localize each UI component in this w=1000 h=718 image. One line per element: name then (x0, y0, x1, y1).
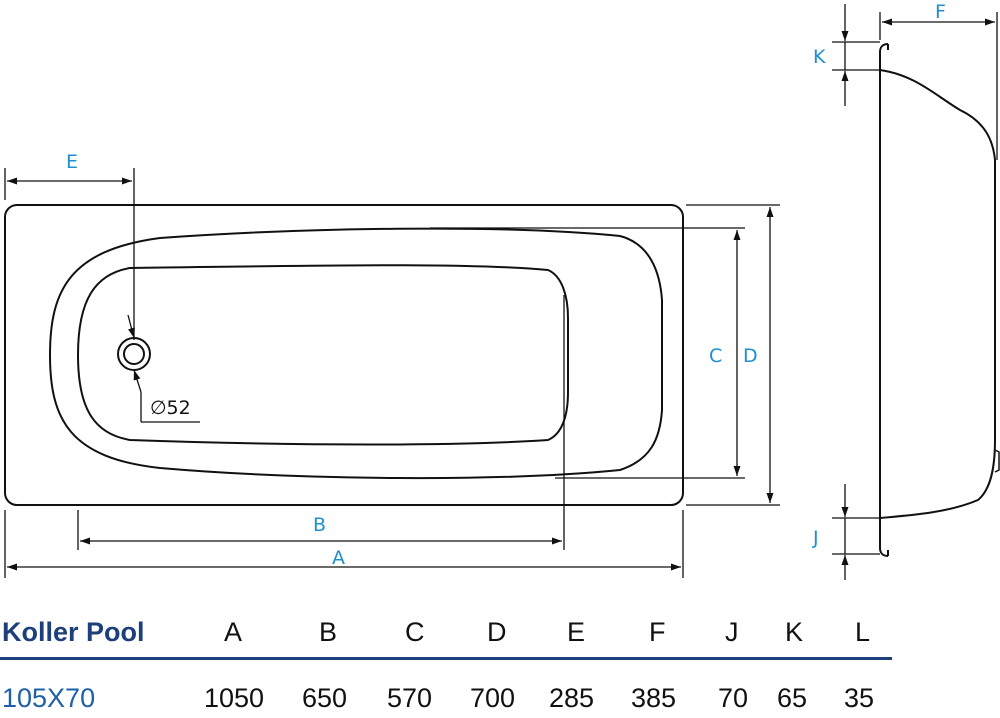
col-header-e: E (567, 617, 586, 647)
dimension-k-label: K (813, 46, 826, 68)
col-header-f: F (649, 617, 666, 647)
col-header-a: A (224, 617, 243, 647)
col-header-j: J (725, 617, 739, 647)
tub-outer-rim (4, 204, 684, 506)
dimension-j-label: J (812, 527, 819, 549)
value-l: 35 (844, 683, 875, 713)
tub-side-profile (879, 43, 889, 557)
bathtub-diagram: ∅52 E B A C D F K J (4, 1, 1000, 580)
model-header: Koller Pool (2, 617, 145, 647)
value-k: 65 (777, 683, 808, 713)
drain-outer (117, 337, 151, 371)
drain-diameter-label: ∅52 (150, 397, 191, 419)
col-header-l: L (855, 617, 871, 647)
model-name: 105X70 (2, 683, 96, 713)
value-c: 570 (387, 683, 433, 713)
dimensions-table: Koller Pool A B C D E F J K L 105X70 105… (0, 600, 1000, 717)
dimension-b-label: B (313, 514, 326, 536)
col-header-c: C (405, 617, 425, 647)
table-row: 105X70 1050 650 570 700 285 385 70 65 35 (0, 678, 1000, 718)
value-d: 700 (470, 683, 516, 713)
value-f: 385 (631, 683, 677, 713)
header-rule (0, 657, 892, 660)
table-header: Koller Pool A B C D E F J K L (0, 612, 1000, 652)
drain-inner (123, 343, 145, 365)
value-j: 70 (718, 683, 749, 713)
tub-basin-outer (48, 227, 663, 480)
dimension-f-label: F (935, 1, 946, 23)
tub-basin-floor (76, 264, 569, 446)
col-header-d: D (487, 617, 507, 647)
dimension-e-label: E (66, 151, 78, 173)
col-header-k: K (785, 617, 804, 647)
dimension-c-label: C (709, 345, 722, 367)
value-e: 285 (549, 683, 595, 713)
col-header-b: B (319, 617, 338, 647)
dimension-d-label: D (743, 345, 758, 367)
dimension-a-label: A (332, 547, 345, 569)
value-b: 650 (302, 683, 348, 713)
value-a: 1050 (204, 683, 265, 713)
